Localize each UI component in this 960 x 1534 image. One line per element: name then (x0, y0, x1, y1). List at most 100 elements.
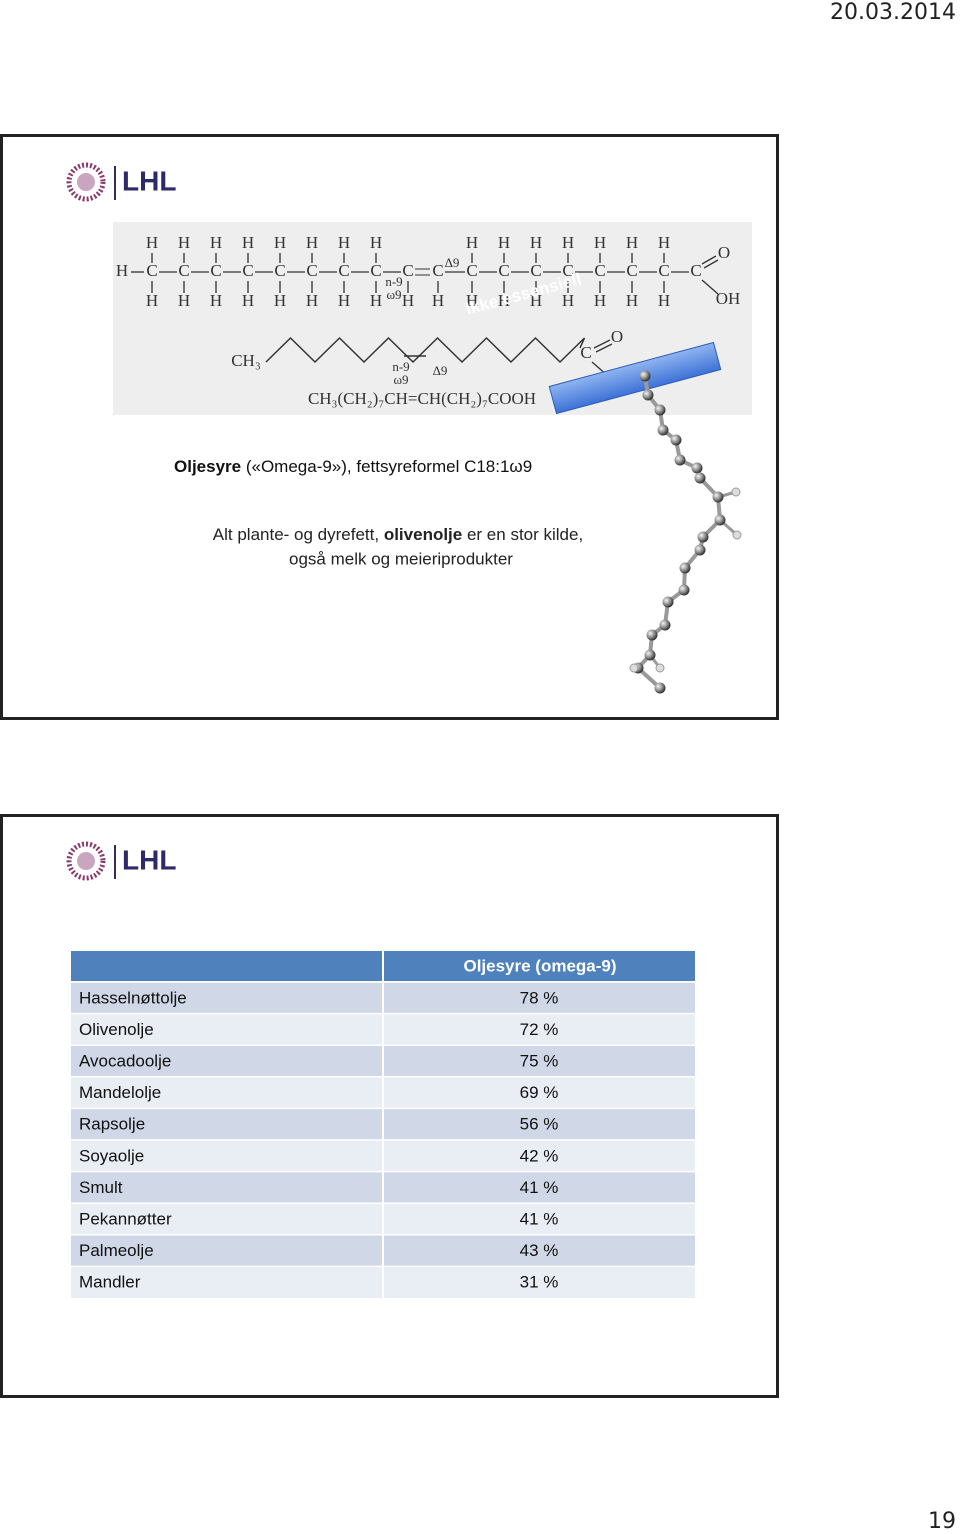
row-label: Olivenolje (79, 1020, 154, 1039)
row-label: Mandelolje (79, 1083, 161, 1102)
atom: H (306, 233, 318, 252)
bond (701, 255, 717, 265)
atom: C (370, 261, 381, 280)
atom-ball (646, 629, 658, 641)
label: Δ9 (433, 363, 448, 378)
body-line: Alt plante- og dyrefett, olivenolje er e… (213, 525, 583, 544)
text: er en stor kilde, (462, 525, 583, 544)
caption-rest: («Omega-9»), fettsyreformel C18:1ω9 (241, 457, 532, 476)
atom-ball (654, 404, 666, 416)
atom-ball (654, 682, 666, 694)
bond (593, 339, 611, 349)
atom: H (242, 233, 254, 252)
atom: H (370, 233, 382, 252)
atom-ball (655, 663, 665, 673)
label: n-9 (392, 359, 409, 374)
atom: C (658, 261, 669, 280)
row-value: 69 % (520, 1083, 559, 1102)
row-label: Soyaolje (79, 1146, 144, 1165)
row-value: 41 % (520, 1178, 559, 1197)
atom: C (306, 261, 317, 280)
atom: H (530, 233, 542, 252)
page-number: 19 (928, 1509, 956, 1534)
atom: H (562, 291, 574, 310)
atom: H (338, 233, 350, 252)
text: Alt plante- og dyrefett, (213, 525, 384, 544)
row-value: 78 % (520, 988, 559, 1007)
atom: O (611, 327, 623, 346)
row-label: Smult (79, 1178, 123, 1197)
atom: H (466, 291, 478, 310)
atom-ball (691, 462, 703, 474)
logo-text: LHL (122, 844, 176, 875)
atom: C (562, 261, 573, 280)
atom-ball (679, 562, 691, 574)
caption: Oljesyre («Omega-9»), fettsyreformel C18… (174, 457, 532, 476)
atom: H (210, 233, 222, 252)
label: ω9 (393, 372, 408, 387)
label: n-9 (385, 274, 402, 289)
atom: H (338, 291, 350, 310)
atom: C (432, 261, 443, 280)
formula-text: CH₃ (231, 351, 261, 370)
atom: H (562, 233, 574, 252)
caption-bold: Oljesyre (174, 457, 241, 476)
atom-ball (678, 584, 690, 596)
atom-ball (657, 424, 669, 436)
atom: H (274, 233, 286, 252)
row-value: 42 % (520, 1146, 559, 1165)
label: ω9 (386, 287, 401, 302)
atom: H (530, 291, 542, 310)
atom-ball (629, 663, 639, 673)
atom: H (274, 291, 286, 310)
atom-ball (712, 491, 724, 503)
atom-ball (662, 596, 674, 608)
atom: H (210, 291, 222, 310)
atom: O (718, 243, 730, 262)
atom-ball (697, 531, 709, 543)
atom-ball (644, 649, 656, 661)
text-bold: olivenolje (384, 525, 462, 544)
atom: C (146, 261, 157, 280)
molecule (629, 370, 742, 694)
atom: H (116, 261, 128, 280)
atom: C (580, 343, 591, 362)
row-label: Hasselnøttolje (79, 988, 187, 1007)
atom-ball (731, 487, 741, 497)
atom-ball (639, 370, 651, 382)
atom: H (178, 291, 190, 310)
row-label: Palmeolje (79, 1241, 154, 1260)
atom: H (498, 291, 510, 310)
row-value: 75 % (520, 1051, 559, 1070)
row-label: Avocadoolje (79, 1051, 171, 1070)
bond (703, 259, 719, 269)
bond (595, 343, 613, 353)
atom-ball (670, 434, 682, 446)
atom: C (178, 261, 189, 280)
skeleton (265, 336, 586, 364)
formula-text: CH₃(CH₂)₇CH=CH(CH₂)₇COOH (308, 389, 536, 408)
atom: H (370, 291, 382, 310)
logo-text: LHL (122, 165, 176, 196)
bond (701, 279, 719, 295)
atom: C (242, 261, 253, 280)
row-value: 56 % (520, 1115, 559, 1134)
atom: H (432, 291, 444, 310)
table: Oljesyre (omega-9) Hasselnøttolje 78 % Oliv… (71, 951, 695, 1298)
atom: C (498, 261, 509, 280)
label: Δ9 (445, 255, 460, 270)
row-value: 43 % (520, 1241, 559, 1260)
atom: C (690, 261, 701, 280)
slide: LHL Oljesyre (omega-9) Hasselnøttolje 78 %… (0, 814, 779, 1398)
column-header: Oljesyre (omega-9) (463, 956, 616, 975)
atom: H (658, 291, 670, 310)
atom: H (242, 291, 254, 310)
logo-icon (66, 841, 116, 881)
atom: OH (716, 289, 741, 308)
atom: H (178, 233, 190, 252)
atom-ball (694, 472, 706, 484)
atom: H (594, 291, 606, 310)
atom: H (658, 233, 670, 252)
row-label: Rapsolje (79, 1115, 145, 1134)
